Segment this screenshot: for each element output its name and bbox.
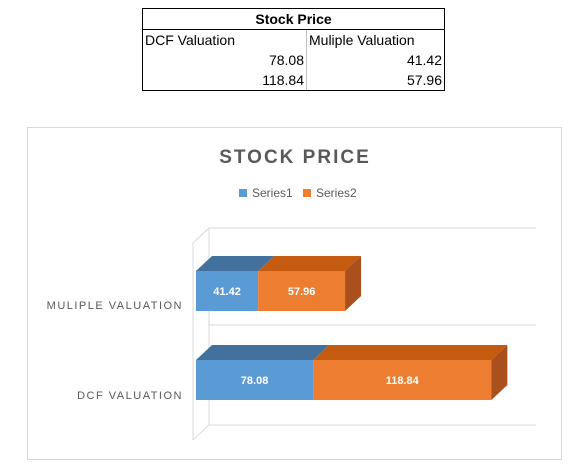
stock-price-table: Stock Price DCF Valuation Muliple Valuat… — [141, 8, 446, 91]
bar-series2-dcf-side — [491, 345, 508, 400]
bar-series1-multiple-top — [196, 256, 275, 271]
bar-series2-dcf — [313, 360, 492, 400]
table-cell[interactable]: 78.08 — [142, 50, 307, 70]
data-label: 78.08 — [241, 375, 269, 387]
table-row: 78.08 41.42 — [142, 50, 446, 70]
table-row: 118.84 57.96 — [142, 70, 446, 91]
bar-series2-multiple-side — [345, 256, 362, 311]
legend-label-series1: Series1 — [252, 186, 293, 200]
data-label: 41.42 — [213, 286, 241, 298]
table-cell[interactable]: 57.96 — [305, 70, 446, 91]
bar-series2-dcf-top — [313, 345, 508, 360]
category-label: MULIPLE VALUATION — [47, 300, 183, 312]
table-cell[interactable]: 118.84 — [142, 70, 307, 91]
table-title[interactable]: Stock Price — [141, 8, 446, 30]
data-label: 57.96 — [288, 286, 316, 298]
bar-series2-multiple-top — [258, 256, 362, 271]
category-label: DCF VALUATION — [77, 390, 183, 402]
bar-series2-multiple — [258, 271, 346, 311]
legend-swatch-series1 — [239, 189, 247, 197]
table-cell[interactable]: 41.42 — [305, 50, 446, 70]
bar-series1-dcf-top — [196, 345, 330, 360]
bar-series1-multiple — [196, 271, 259, 311]
stock-price-chart[interactable]: STOCK PRICE Series1 Series2 78.08 118.84 4… — [27, 127, 562, 460]
legend-label-series2: Series2 — [316, 186, 357, 200]
legend-swatch-series2 — [303, 189, 311, 197]
chart-title: STOCK PRICE — [219, 147, 371, 168]
chart-bars: 78.08 118.84 41.42 57.96 — [196, 256, 508, 400]
data-label: 118.84 — [386, 375, 420, 387]
chart-canvas: STOCK PRICE Series1 Series2 78.08 118.84 4… — [47, 147, 536, 441]
legend[interactable]: Series1 Series2 — [239, 186, 357, 200]
chart-category-labels: DCF VALUATION MULIPLE VALUATION — [47, 300, 183, 402]
axis-floor-edge — [192, 424, 210, 441]
header-dcf-valuation[interactable]: DCF Valuation — [142, 29, 307, 50]
header-multiple-valuation[interactable]: Muliple Valuation — [305, 29, 446, 50]
bar-series1-dcf — [196, 360, 314, 400]
axis-top-edge — [192, 227, 210, 244]
